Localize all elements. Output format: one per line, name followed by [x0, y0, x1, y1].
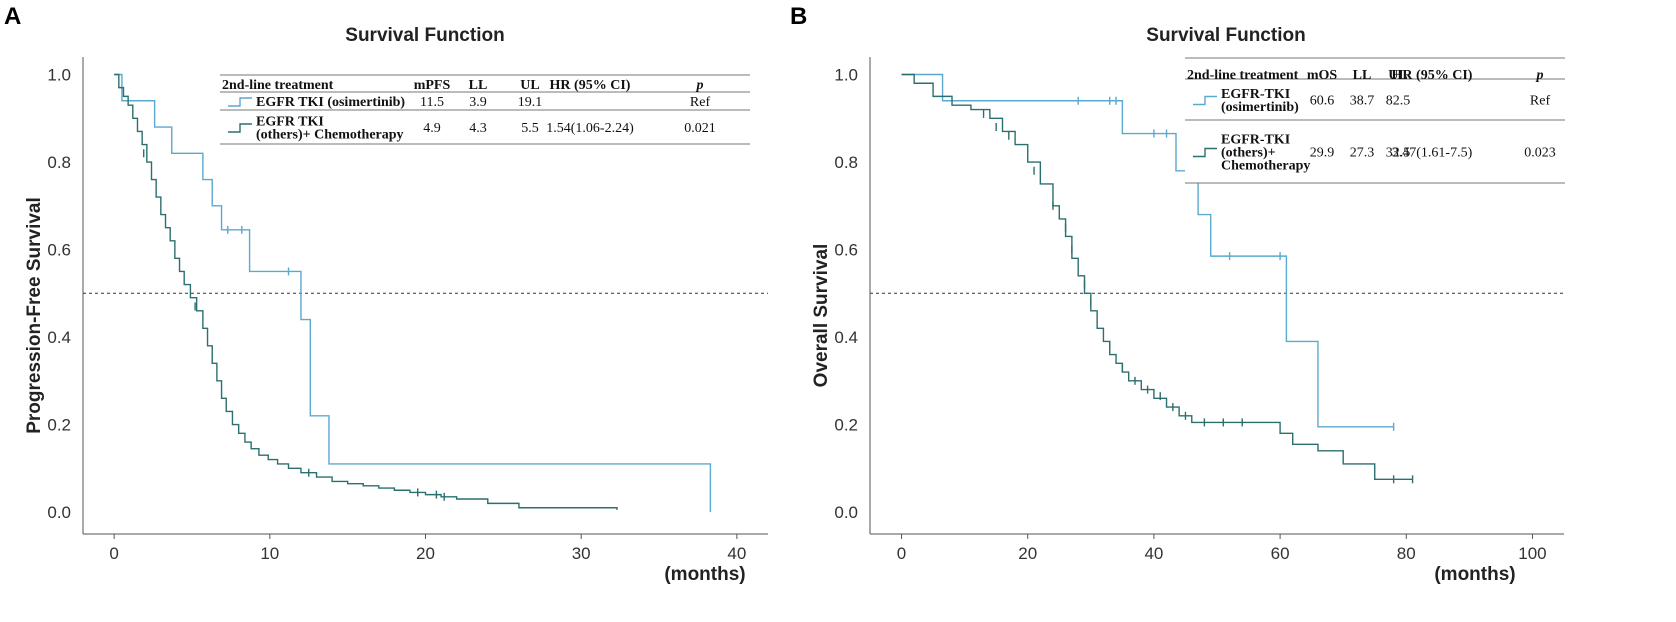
legend-row-label: (osimertinib): [1221, 100, 1299, 115]
y-tick-label: 0.0: [834, 503, 858, 522]
x-tick-label: 10: [260, 544, 279, 563]
legend-header: 2nd-line treatment: [222, 78, 334, 93]
x-tick-label: 30: [572, 544, 591, 563]
x-tick-label: 0: [109, 544, 118, 563]
y-tick-label: 0.2: [834, 416, 858, 435]
legend-header: HR (95% CI): [1392, 68, 1473, 83]
x-tick-label: 20: [416, 544, 435, 563]
x-tick-label: 60: [1271, 544, 1290, 563]
legend-value: 4.3: [469, 121, 487, 136]
x-axis-label: (months): [1434, 564, 1515, 585]
legend-row-label: (others)+: [1221, 146, 1276, 161]
legend-row-label: EGFR TKI (osimertinib): [256, 95, 405, 110]
legend-value: 82.5: [1386, 94, 1411, 109]
panel-label: A: [4, 3, 21, 30]
legend-value: 4.9: [423, 121, 441, 136]
legend-value: 0.021: [684, 121, 716, 136]
panel-a: A Survival Function 0.0 0.2 0.4 0.6 0.8 1.0 0 10 2…: [4, 3, 768, 585]
legend-row-label: EGFR-TKI: [1221, 87, 1290, 102]
panel-b: B Survival Function 0.0 0.2 0.4 0.6 0.8 1.0 0 20 4…: [790, 3, 1565, 585]
legend-value: Ref: [690, 95, 711, 110]
y-tick-label: 0.4: [47, 328, 71, 347]
y-axis-label: Progression-Free Survival: [24, 197, 45, 434]
legend-swatch: [228, 123, 252, 133]
legend-header: HR (95% CI): [550, 78, 631, 93]
y-tick-label: 1.0: [47, 66, 71, 85]
legend-header: 2nd-line treatment: [1187, 68, 1299, 83]
legend-swatch: [1193, 147, 1217, 158]
x-tick-label: 40: [1144, 544, 1163, 563]
legend-header: LL: [1353, 68, 1372, 83]
legend-row-label: EGFR TKI: [256, 115, 324, 130]
legend-value: 3.47(1.61-7.5): [1392, 146, 1473, 161]
x-tick-label: 20: [1018, 544, 1037, 563]
legend-value: 5.5: [521, 121, 539, 136]
legend-value: 11.5: [420, 95, 444, 110]
legend-value: 27.3: [1350, 146, 1375, 161]
x-tick-label: 0: [897, 544, 906, 563]
x-tick-label: 80: [1397, 544, 1416, 563]
legend-value: 0.023: [1524, 146, 1556, 161]
chart-title: Survival Function: [1146, 25, 1305, 46]
legend-value: 32.5: [1386, 146, 1411, 161]
y-tick-label: 0.4: [834, 328, 858, 347]
y-axis-label: Overall Survival: [811, 244, 832, 388]
y-tick-label: 0.0: [47, 503, 71, 522]
y-tick-label: 0.6: [47, 241, 71, 260]
y-tick-label: 0.2: [47, 416, 71, 435]
legend-header: p: [696, 78, 704, 93]
legend-header: UL: [520, 78, 539, 93]
y-tick-label: 0.8: [834, 153, 858, 172]
legend-value: 38.7: [1350, 94, 1375, 109]
others-chemo-survival-curve: [901, 73, 1413, 480]
legend-header: LL: [469, 78, 488, 93]
legend-value: 19.1: [518, 95, 543, 110]
y-tick-label: 0.6: [834, 241, 858, 260]
panel-label: B: [790, 3, 807, 30]
legend-swatch: [228, 97, 252, 107]
x-tick-label: 100: [1518, 544, 1546, 563]
legend-header: mPFS: [414, 78, 451, 93]
osimertinib-survival-curve: [114, 73, 712, 513]
legend-value: 29.9: [1310, 146, 1335, 161]
legend-header: UL: [1388, 68, 1407, 83]
chart-title: Survival Function: [345, 25, 504, 46]
y-tick-label: 1.0: [834, 66, 858, 85]
others-chemo-survival-curve: [114, 73, 618, 510]
legend-header: p: [1536, 68, 1544, 83]
legend-value: 60.6: [1310, 94, 1335, 109]
legend-value: 3.9: [469, 95, 487, 110]
x-tick-label: 40: [727, 544, 746, 563]
legend-value: 1.54(1.06-2.24): [546, 121, 634, 136]
y-tick-label: 0.8: [47, 153, 71, 172]
legend-value: Ref: [1530, 94, 1551, 109]
legend-header: mOS: [1307, 68, 1338, 83]
legend-swatch: [1193, 95, 1217, 106]
legend-row-label: EGFR-TKI: [1221, 133, 1290, 148]
x-axis-label: (months): [664, 564, 745, 585]
osimertinib-survival-curve: [901, 73, 1394, 428]
legend-table: 2nd-line treatment mPFS LL UL HR (95% CI) p EG…: [220, 74, 750, 145]
legend-row-label: (others)+ Chemotherapy: [256, 128, 404, 143]
legend-row-label: Chemotherapy: [1221, 159, 1310, 174]
